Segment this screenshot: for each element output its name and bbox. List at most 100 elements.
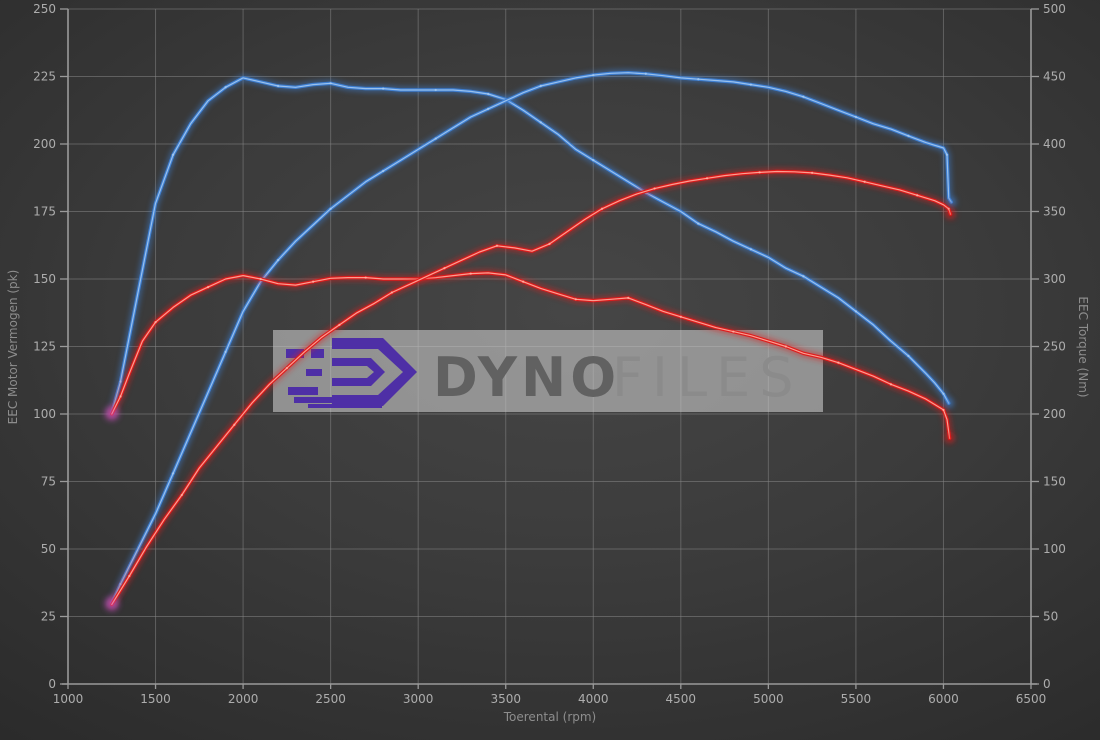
y-tick-label-left: 175 [33, 205, 56, 219]
curve-node [653, 187, 656, 190]
curve-node [382, 87, 385, 90]
curve-node [758, 171, 761, 174]
x-tick-label: 4000 [578, 692, 609, 706]
curve-end-glow [946, 197, 956, 207]
curve-node [837, 361, 840, 364]
y-tick-label-left: 250 [33, 2, 56, 16]
watermark: DYNO FILES [273, 330, 823, 412]
curve-node [259, 277, 262, 281]
y-tick-label-right: 500 [1043, 2, 1066, 16]
curve-node [889, 383, 893, 386]
watermark-text-dyno: DYNO [433, 346, 620, 409]
x-tick-label: 5000 [753, 692, 784, 706]
curve-node [276, 84, 280, 88]
y-tick-label-left: 225 [33, 70, 56, 84]
curve-node [705, 177, 709, 180]
curve-node [285, 366, 289, 370]
curve-node [119, 380, 122, 383]
curve-node [224, 86, 227, 89]
y-tick-label-right: 450 [1043, 70, 1066, 84]
curve-node [329, 82, 332, 85]
curve-core-tuned-power [111, 72, 952, 604]
y-tick-label-left: 100 [33, 407, 56, 421]
curve-node [487, 107, 490, 111]
curve-node [592, 159, 595, 162]
curve-node [749, 83, 753, 86]
x-tick-label: 6500 [1016, 692, 1047, 706]
y-tick-label-right: 400 [1043, 137, 1066, 151]
curve-node [522, 280, 525, 283]
y-axis-title-right: EEC Torque (Nm) [1076, 296, 1090, 397]
curve-node [224, 350, 227, 354]
curve-node [644, 72, 647, 75]
curve-node [942, 408, 945, 412]
x-tick-label: 1000 [53, 692, 84, 706]
curve-node [802, 275, 805, 278]
x-tick-label: 4500 [666, 692, 697, 706]
curve-node [443, 267, 446, 270]
curve-node [364, 276, 367, 279]
y-tick-label-left: 75 [41, 475, 56, 489]
curve-node [592, 74, 595, 77]
curve-node [119, 395, 122, 398]
dyno-curves [105, 69, 956, 611]
curve-node [679, 315, 682, 318]
y-tick-label-right: 350 [1043, 205, 1066, 219]
curve-node [942, 392, 945, 395]
curve-node [539, 84, 542, 88]
curve-node [206, 285, 210, 289]
curve-node [945, 153, 949, 156]
curve-start-glow [105, 408, 118, 420]
curve-end-glow [944, 398, 954, 408]
y-tick-label-left: 200 [33, 137, 56, 151]
x-tick-label: 6000 [928, 692, 959, 706]
x-tick-label: 1500 [140, 692, 171, 706]
curve-node [180, 493, 183, 497]
y-tick-label-left: 0 [48, 677, 56, 691]
curve-node [574, 298, 577, 301]
y-tick-label-left: 125 [33, 340, 56, 354]
curve-node [171, 153, 175, 156]
y-tick-label-right: 50 [1043, 610, 1058, 624]
curve-node [539, 121, 542, 124]
x-tick-label: 3000 [403, 692, 434, 706]
dynofiles-logo-icon [286, 338, 417, 408]
x-tick-label: 2000 [228, 692, 259, 706]
curve-node [495, 244, 499, 247]
curve-node [329, 207, 332, 210]
curve-node [434, 88, 437, 92]
curve-node [627, 296, 630, 300]
y-tick-label-right: 300 [1043, 272, 1066, 286]
curve-node [863, 180, 866, 183]
curve-node [171, 472, 175, 475]
axes [60, 8, 1039, 689]
curve-node [732, 330, 735, 333]
curve-node [154, 321, 157, 324]
x-tick-label: 5500 [841, 692, 872, 706]
curve-node [600, 207, 604, 210]
curve-node [907, 354, 910, 358]
y-tick-label-right: 100 [1043, 542, 1066, 556]
y-tick-label-right: 150 [1043, 475, 1066, 489]
curve-node [233, 423, 236, 426]
curve-end-glow [945, 433, 955, 443]
curve-node [469, 272, 472, 275]
curve-node [390, 291, 394, 294]
y-tick-label-left: 25 [41, 610, 56, 624]
y-tick-label-left: 50 [41, 542, 56, 556]
curve-start-glow [105, 598, 118, 611]
curve-core-stock-torque [111, 272, 951, 439]
curve-node [854, 310, 858, 313]
y-tick-label-right: 200 [1043, 407, 1066, 421]
curve-node [802, 95, 805, 98]
watermark-text-files: FILES [612, 346, 802, 409]
y-tick-label-left: 150 [33, 272, 56, 286]
y-tick-label-right: 0 [1043, 677, 1051, 691]
curve-node [784, 345, 788, 348]
curve-node [697, 78, 700, 81]
curve-node [810, 171, 814, 175]
curve-node [916, 194, 919, 197]
curve-node [128, 574, 131, 578]
